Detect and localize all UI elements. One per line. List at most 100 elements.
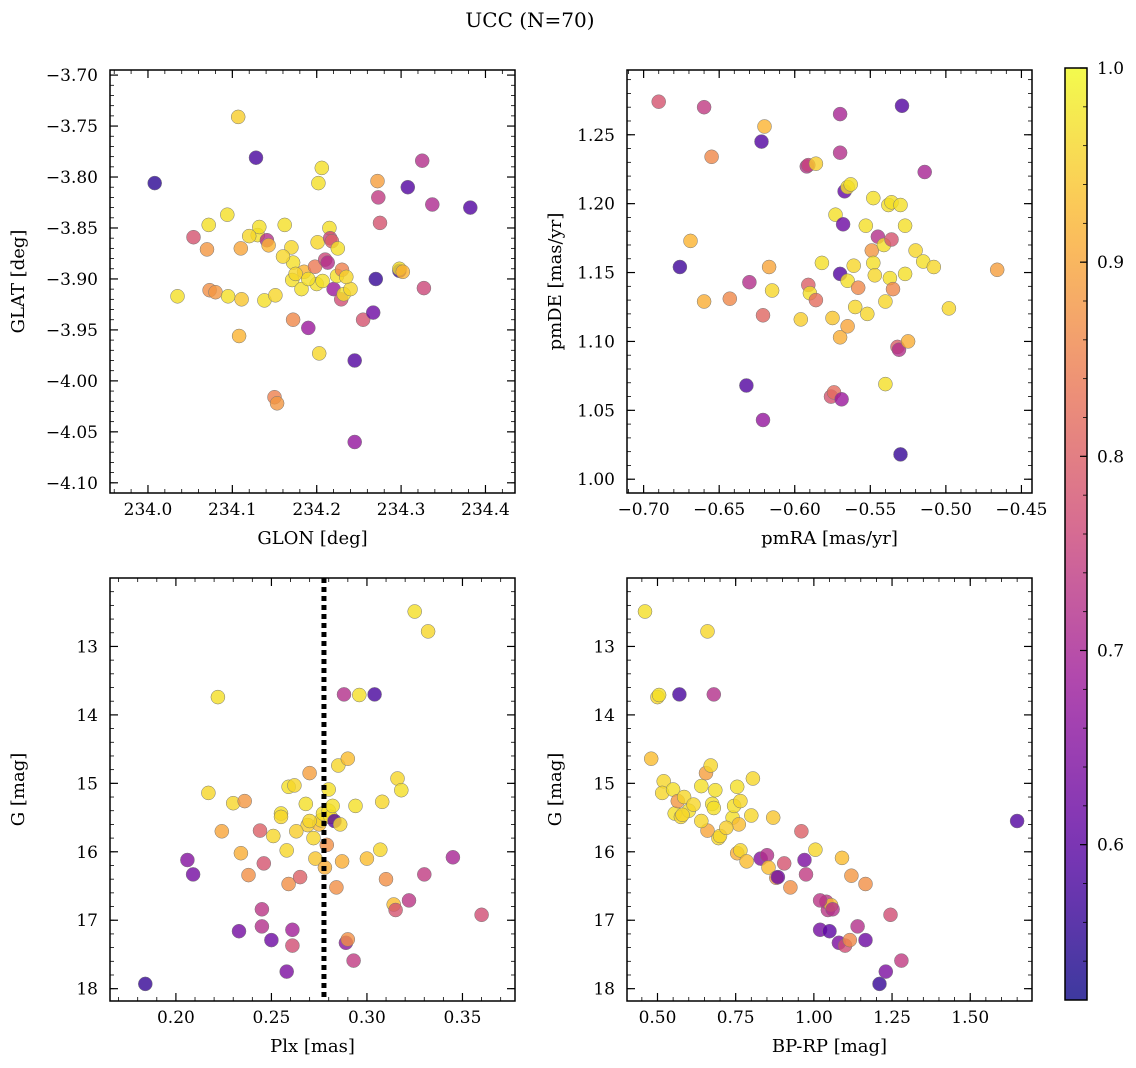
- data-point: [463, 200, 478, 215]
- data-point: [694, 813, 709, 829]
- y-tick-label: 1.05: [577, 401, 615, 421]
- data-point: [201, 785, 216, 801]
- data-point: [834, 392, 849, 407]
- data-point: [414, 153, 430, 168]
- data-point: [231, 328, 247, 344]
- data-point: [301, 320, 316, 336]
- data-point: [180, 852, 195, 868]
- y-axis-label: GLAT [deg]: [8, 230, 29, 334]
- y-tick-label: 1.25: [577, 126, 615, 146]
- data-point: [884, 232, 899, 247]
- data-point: [761, 259, 777, 275]
- data-point: [264, 932, 279, 948]
- data-point: [220, 207, 235, 222]
- colorbar: 0.6 0.7 0.8 0.9 1.0: [1064, 59, 1124, 1001]
- data-point: [261, 238, 276, 253]
- data-point: [755, 308, 771, 323]
- data-point: [301, 271, 316, 287]
- data-point: [651, 687, 667, 703]
- data-point: [672, 259, 688, 275]
- data-point: [231, 923, 247, 939]
- data-point: [287, 778, 302, 793]
- panel-bprp-g: 0.50 0.75 1.00 1.25 1.50 13 14 15 16 17 18 BP-RP [m…: [545, 577, 1033, 1057]
- data-point: [374, 794, 390, 810]
- data-point: [474, 907, 489, 923]
- data-point: [878, 964, 894, 979]
- data-point: [311, 175, 326, 191]
- data-point: [378, 871, 394, 887]
- y-tick-label: −4.05: [46, 423, 98, 443]
- data-point: [891, 342, 907, 357]
- data-point: [908, 243, 923, 258]
- axes-frame: [109, 577, 516, 1002]
- data-point: [186, 229, 201, 245]
- data-point: [372, 215, 388, 231]
- y-tick-label: 13: [76, 637, 98, 657]
- data-point: [793, 312, 809, 327]
- data-point: [675, 807, 690, 823]
- data-point: [294, 281, 309, 297]
- x-tick-label: −0.70: [618, 500, 670, 520]
- data-point: [266, 828, 281, 844]
- x-axis-label: GLON [deg]: [257, 528, 367, 549]
- data-point: [744, 808, 759, 823]
- data-point: [339, 269, 354, 285]
- scatter-points: [651, 94, 1005, 462]
- data-point: [273, 809, 289, 825]
- x-tick-label: 234.1: [208, 500, 257, 520]
- data-point: [797, 852, 812, 868]
- data-point: [651, 94, 666, 109]
- y-tick-label: −3.75: [46, 117, 98, 137]
- data-point: [729, 779, 745, 795]
- x-tick-label: 0.35: [444, 1008, 482, 1028]
- data-point: [285, 938, 300, 953]
- data-point: [359, 851, 375, 866]
- data-point: [719, 820, 734, 836]
- y-tick-label: 1.10: [577, 332, 615, 352]
- data-point: [288, 266, 303, 282]
- data-point: [340, 751, 356, 766]
- data-point: [230, 109, 246, 125]
- figure-title: UCC (N=70): [465, 8, 594, 32]
- data-point: [847, 299, 863, 315]
- data-point: [340, 932, 356, 947]
- y-tick-label: −3.90: [46, 270, 98, 290]
- data-point: [210, 689, 226, 705]
- data-point: [347, 434, 362, 450]
- data-point: [900, 334, 916, 349]
- scatter-points: [138, 604, 489, 992]
- data-point: [822, 923, 837, 939]
- data-point: [348, 798, 363, 814]
- y-tick-label: 14: [76, 706, 98, 726]
- data-point: [745, 771, 761, 786]
- data-point: [843, 177, 858, 192]
- data-point: [368, 271, 384, 287]
- data-point: [828, 207, 843, 222]
- x-tick-label: −0.65: [693, 500, 745, 520]
- data-point: [254, 919, 270, 934]
- data-point: [334, 854, 350, 869]
- data-point: [686, 797, 701, 812]
- data-point: [315, 273, 330, 289]
- data-point: [867, 268, 883, 283]
- data-point: [776, 856, 792, 871]
- data-point: [367, 687, 382, 702]
- data-point: [281, 876, 296, 892]
- data-point: [279, 964, 294, 979]
- data-point: [310, 235, 325, 250]
- data-point: [252, 823, 268, 838]
- x-tick-label: 0.75: [717, 1008, 755, 1028]
- data-point: [840, 273, 855, 289]
- data-point: [637, 604, 653, 619]
- data-point: [352, 687, 367, 703]
- y-axis-label: G [mag]: [8, 753, 29, 826]
- data-point: [365, 305, 381, 320]
- data-point: [425, 197, 440, 212]
- x-tick-label: 0.20: [157, 1008, 195, 1028]
- x-tick-label: −0.45: [995, 500, 1047, 520]
- data-point: [926, 259, 942, 275]
- data-point: [825, 310, 840, 326]
- data-point: [289, 824, 304, 839]
- x-axis-label: BP-RP [mag]: [772, 1036, 887, 1057]
- data-point: [292, 869, 308, 885]
